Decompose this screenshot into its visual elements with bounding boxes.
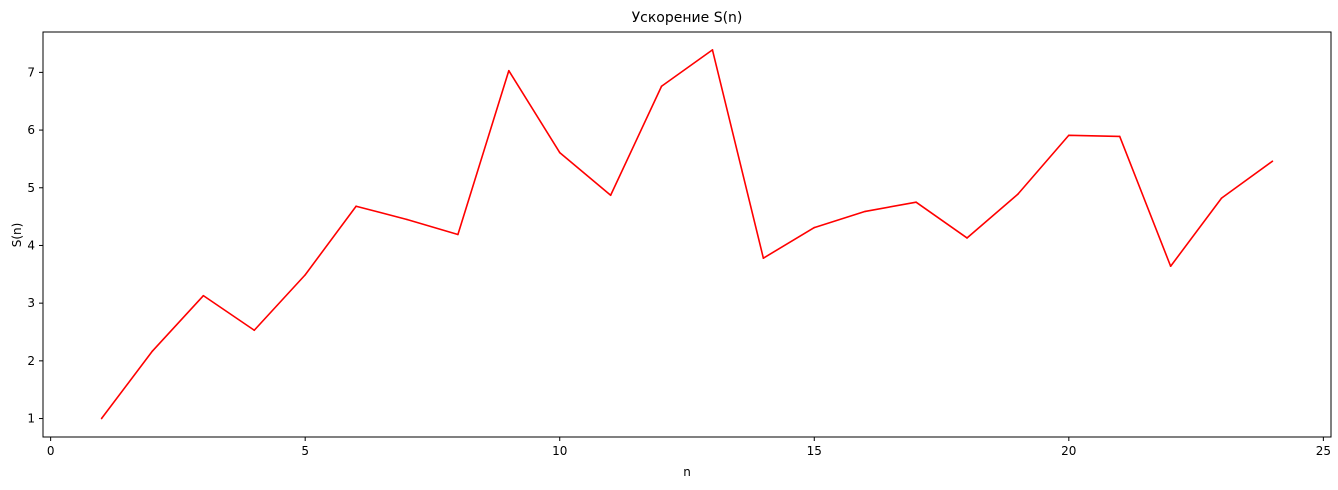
y-tick-label: 1	[27, 412, 35, 426]
chart-title: Ускорение S(n)	[632, 10, 743, 26]
data-point	[660, 85, 663, 88]
data-point	[966, 237, 968, 239]
data-point	[304, 274, 306, 276]
y-axis: 1 2 3 4 5 6 7	[27, 65, 43, 426]
data-point	[1271, 160, 1274, 163]
plot-area	[100, 49, 1274, 420]
data-point	[864, 210, 866, 213]
y-tick-label: 7	[27, 65, 35, 79]
x-tick-label: 0	[47, 444, 55, 458]
data-point	[355, 205, 357, 208]
y-tick-label: 2	[27, 354, 35, 368]
data-point	[457, 233, 459, 236]
data-point	[253, 329, 256, 332]
data-point	[406, 218, 408, 221]
y-tick-label: 3	[27, 296, 35, 310]
data-point	[711, 49, 714, 51]
axes-frame	[42, 31, 1332, 438]
data-point	[558, 151, 561, 154]
x-axis: 0 5 10 15 20 25	[47, 437, 1331, 458]
data-point	[1068, 134, 1070, 137]
x-tick-label: 10	[552, 444, 567, 458]
y-axis-label: S(n)	[10, 223, 24, 248]
data-point	[1169, 265, 1172, 268]
data-point	[1118, 135, 1121, 138]
y-tick-label: 6	[27, 123, 35, 137]
y-tick-label: 5	[27, 181, 35, 195]
data-point	[609, 194, 612, 197]
x-tick-label: 20	[1061, 444, 1076, 458]
x-tick-label: 25	[1316, 444, 1331, 458]
x-axis-label: n	[683, 465, 691, 479]
x-tick-label: 5	[301, 444, 309, 458]
data-point	[100, 417, 103, 420]
data-point	[202, 294, 205, 297]
data-point	[762, 257, 765, 259]
data-point	[151, 350, 154, 352]
data-point	[1017, 193, 1019, 195]
data-point	[508, 69, 510, 72]
series-line	[100, 49, 1273, 420]
x-tick-label: 15	[807, 444, 822, 458]
data-point	[1220, 197, 1223, 199]
data-point	[915, 201, 917, 203]
data-point	[813, 226, 816, 229]
y-tick-label: 4	[27, 238, 35, 252]
